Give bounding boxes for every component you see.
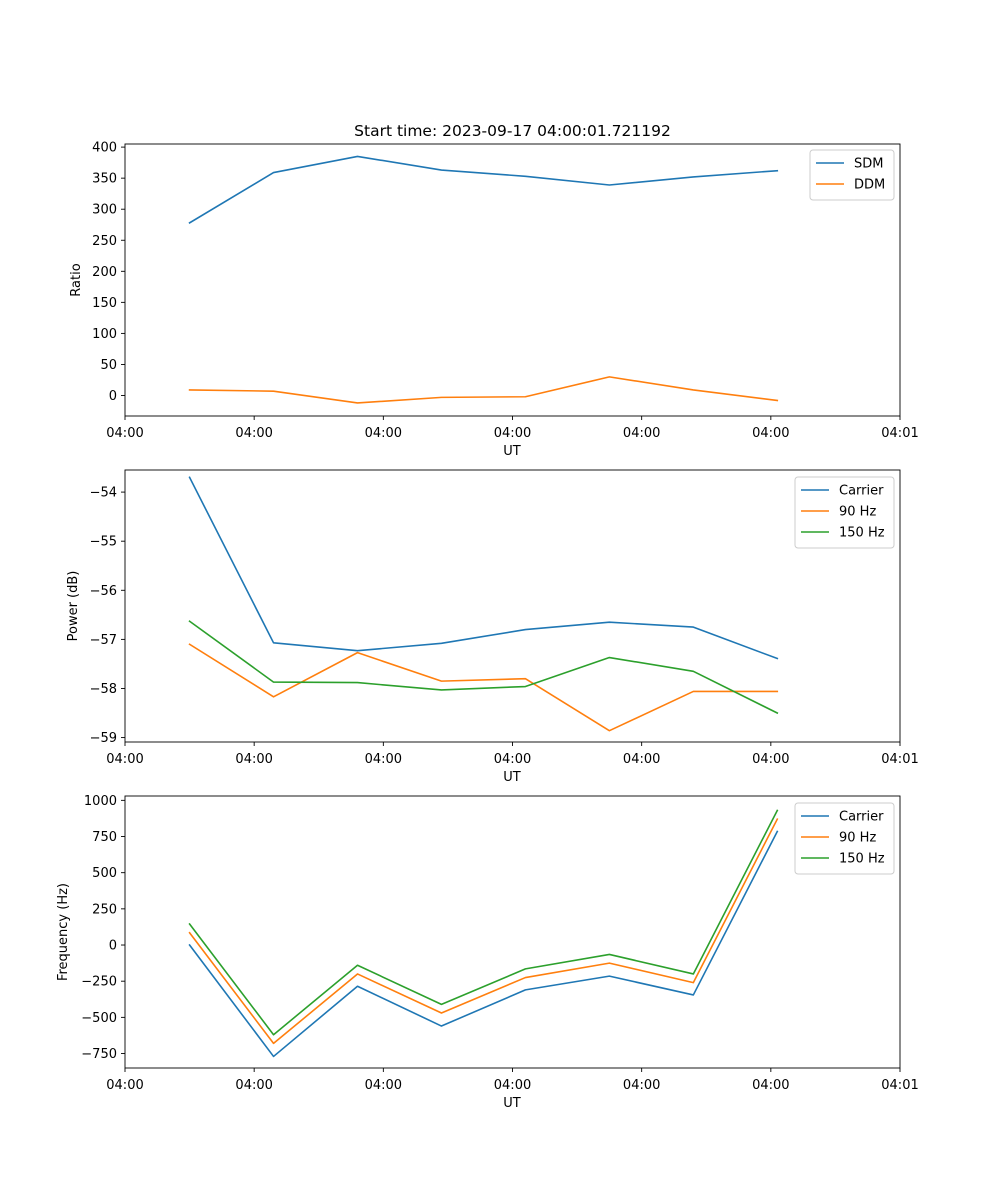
x-tick-label: 04:00 — [752, 426, 789, 441]
x-tick-label: 04:00 — [106, 426, 143, 441]
legend-label: SDM — [854, 157, 883, 172]
y-tick-label: −56 — [90, 584, 117, 599]
x-tick-label: 04:01 — [881, 752, 918, 767]
y-tick-label: −57 — [90, 633, 117, 648]
y-tick-label: −250 — [81, 975, 117, 990]
y-tick-label: −55 — [90, 535, 117, 550]
x-tick-label: 04:00 — [365, 1078, 402, 1093]
y-tick-label: 1000 — [84, 794, 117, 809]
axes-frame — [124, 469, 901, 743]
x-tick-label: 04:00 — [365, 752, 402, 767]
y-tick-label: 100 — [92, 327, 117, 342]
x-tick-label: 04:00 — [235, 752, 272, 767]
legend-label: Carrier — [839, 810, 884, 825]
x-tick-label: 04:00 — [623, 752, 660, 767]
legend-label: DDM — [854, 178, 885, 193]
legend-box — [794, 802, 895, 875]
x-tick-label: 04:00 — [106, 752, 143, 767]
legend: Carrier 90 Hz 150 Hz — [794, 802, 895, 875]
legend-label: 150 Hz — [839, 526, 885, 541]
figure-title: Start time: 2023-09-17 04:00:01.721192 — [354, 122, 671, 140]
legend-label: Carrier — [839, 484, 884, 499]
x-tick-label: 04:01 — [881, 1078, 918, 1093]
ratio-panel: 04:00 04:00 04:00 04:00 04:00 04:00 04:01 0 50 10… — [69, 141, 919, 459]
legend: SDM DDM — [809, 149, 895, 201]
y-axis-title: Ratio — [69, 263, 84, 296]
y-tick-label: 750 — [92, 830, 117, 845]
series-line-90-hz — [188, 643, 779, 732]
x-tick-label: 04:00 — [235, 426, 272, 441]
x-tick-label: 04:00 — [106, 1078, 143, 1093]
series-line-ddm — [188, 376, 779, 404]
y-tick-label: 300 — [92, 203, 117, 218]
y-tick-label: 150 — [92, 296, 117, 311]
legend-label: 150 Hz — [839, 852, 885, 867]
axes-frame — [124, 795, 901, 1069]
x-tick-label: 04:01 — [881, 426, 918, 441]
legend-box — [794, 476, 895, 549]
series-line-150-hz — [188, 620, 779, 715]
y-axis-title: Power (dB) — [66, 571, 81, 642]
x-tick-label: 04:00 — [623, 1078, 660, 1093]
x-axis-title: UT — [503, 770, 521, 785]
legend-label: 90 Hz — [839, 831, 876, 846]
series-line-sdm — [188, 155, 779, 224]
x-tick-label: 04:00 — [494, 1078, 531, 1093]
y-tick-label: 0 — [109, 389, 117, 404]
y-tick-label: 350 — [92, 172, 117, 187]
y-tick-label: −750 — [81, 1047, 117, 1062]
x-tick-label: 04:00 — [623, 426, 660, 441]
series-line-carrier — [188, 830, 779, 1058]
series-line-90-hz — [188, 818, 779, 1045]
x-tick-label: 04:00 — [365, 426, 402, 441]
y-tick-label: 250 — [92, 902, 117, 917]
y-tick-label: 400 — [92, 141, 117, 156]
x-tick-label: 04:00 — [494, 426, 531, 441]
x-tick-label: 04:00 — [752, 1078, 789, 1093]
power-panel: 04:00 04:00 04:00 04:00 04:00 04:00 04:01 −54 −5… — [66, 469, 919, 785]
y-tick-label: −500 — [81, 1011, 117, 1026]
legend-label: 90 Hz — [839, 505, 876, 520]
y-tick-label: 500 — [92, 866, 117, 881]
series-line-carrier — [188, 476, 779, 660]
x-tick-label: 04:00 — [494, 752, 531, 767]
y-tick-label: −59 — [90, 731, 117, 746]
frequency-panel: 04:00 04:00 04:00 04:00 04:00 04:00 04:01 1000 7… — [56, 794, 919, 1111]
x-axis-title: UT — [503, 444, 521, 459]
axes-frame — [124, 143, 901, 417]
y-tick-label: 200 — [92, 265, 117, 280]
y-tick-label: −58 — [90, 682, 117, 697]
y-tick-label: 250 — [92, 234, 117, 249]
y-tick-label: −54 — [90, 486, 117, 501]
y-tick-label: 50 — [100, 358, 117, 373]
series-line-150-hz — [188, 809, 779, 1036]
x-tick-label: 04:00 — [752, 752, 789, 767]
x-axis-title: UT — [503, 1096, 521, 1111]
x-tick-label: 04:00 — [235, 1078, 272, 1093]
legend: Carrier 90 Hz 150 Hz — [794, 476, 895, 549]
y-axis-title: Frequency (Hz) — [56, 883, 71, 981]
y-tick-label: 0 — [109, 939, 117, 954]
